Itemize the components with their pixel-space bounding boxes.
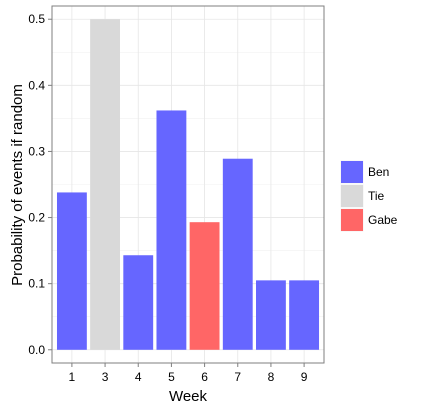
panel-border [51,5,325,364]
legend-label-tie: Tie [368,189,385,203]
x-tick-label: 7 [234,370,241,384]
x-tick-label: 4 [135,370,142,384]
y-tick-label: 0.1 [28,277,45,291]
bar-week-5 [156,110,187,350]
y-tick-label: 0.5 [28,12,45,26]
legend-label-gabe: Gabe [368,213,398,227]
x-tick-label: 3 [102,370,109,384]
x-axis: 1 3 4 5 6 7 8 9 [69,363,308,384]
legend-swatch-ben [341,161,363,183]
bar-week-7 [222,158,253,350]
y-axis: 0.0 0.1 0.2 0.3 0.4 0.5 [28,12,52,357]
bar-week-4 [123,255,154,350]
legend-label-ben: Ben [368,165,389,179]
y-axis-title: Probability of events if random [9,84,26,286]
bars [56,19,320,350]
x-tick-label: 6 [201,370,208,384]
y-tick-label: 0.0 [28,343,45,357]
legend: Ben Tie Gabe [339,159,398,233]
bar-week-6 [189,222,220,350]
x-tick-label: 9 [301,370,308,384]
legend-swatch-gabe [341,209,363,231]
bar-week-3 [90,19,120,350]
bar-week-9 [289,280,320,350]
x-tick-label: 1 [69,370,76,384]
x-tick-label: 8 [268,370,275,384]
x-axis-title: Week [169,388,208,405]
x-tick-label: 5 [168,370,175,384]
y-tick-label: 0.4 [28,78,45,92]
bar-week-1 [56,192,87,350]
bar-week-8 [256,280,286,350]
y-tick-label: 0.2 [28,211,45,225]
y-tick-label: 0.3 [28,144,45,158]
legend-swatch-tie [341,185,363,207]
